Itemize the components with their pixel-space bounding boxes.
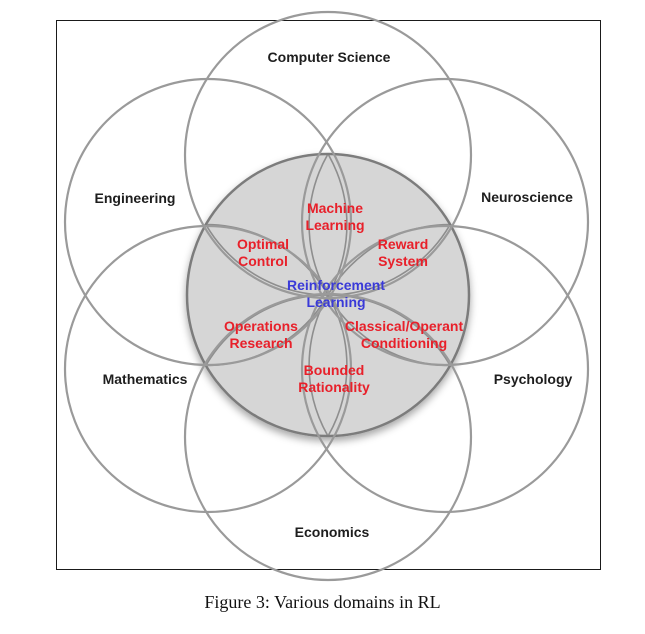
domain-label-psychology: Psychology — [494, 371, 573, 387]
subfield-label-classical-operant-conditioning: Classical/Operant Conditioning — [345, 318, 464, 351]
subfield-label-operations-research: Operations Research — [224, 318, 298, 351]
domain-circle-psychology — [300, 224, 590, 514]
domain-label-mathematics: Mathematics — [103, 371, 188, 387]
domain-labels: Computer Science Neuroscience Psychology Ec… — [95, 49, 574, 540]
domain-label-economics: Economics — [295, 524, 370, 540]
domain-circle-mathematics — [63, 224, 353, 514]
center-label-group: Reinforcement Learning — [287, 277, 385, 310]
subfield-label-reward-system: Reward System — [378, 236, 429, 269]
subfield-label-bounded-rationality: Bounded Rationality — [298, 362, 370, 395]
figure-caption: Figure 3: Various domains in RL — [204, 592, 441, 612]
domain-circles — [63, 10, 590, 582]
domain-label-engineering: Engineering — [95, 190, 176, 206]
domain-circle-engineering — [63, 77, 353, 367]
domain-circle-economics — [183, 292, 473, 582]
domain-label-computer-science: Computer Science — [268, 49, 391, 65]
subfield-label-machine-learning: Machine Learning — [305, 200, 364, 233]
center-label-reinforcement-learning: Reinforcement Learning — [287, 277, 385, 310]
subfield-label-optimal-control: Optimal Control — [237, 236, 289, 269]
domain-circle-neuroscience — [300, 77, 590, 367]
domain-label-neuroscience: Neuroscience — [481, 189, 573, 205]
subfield-labels: Machine Learning Reward System Classical/Ope… — [224, 200, 463, 395]
